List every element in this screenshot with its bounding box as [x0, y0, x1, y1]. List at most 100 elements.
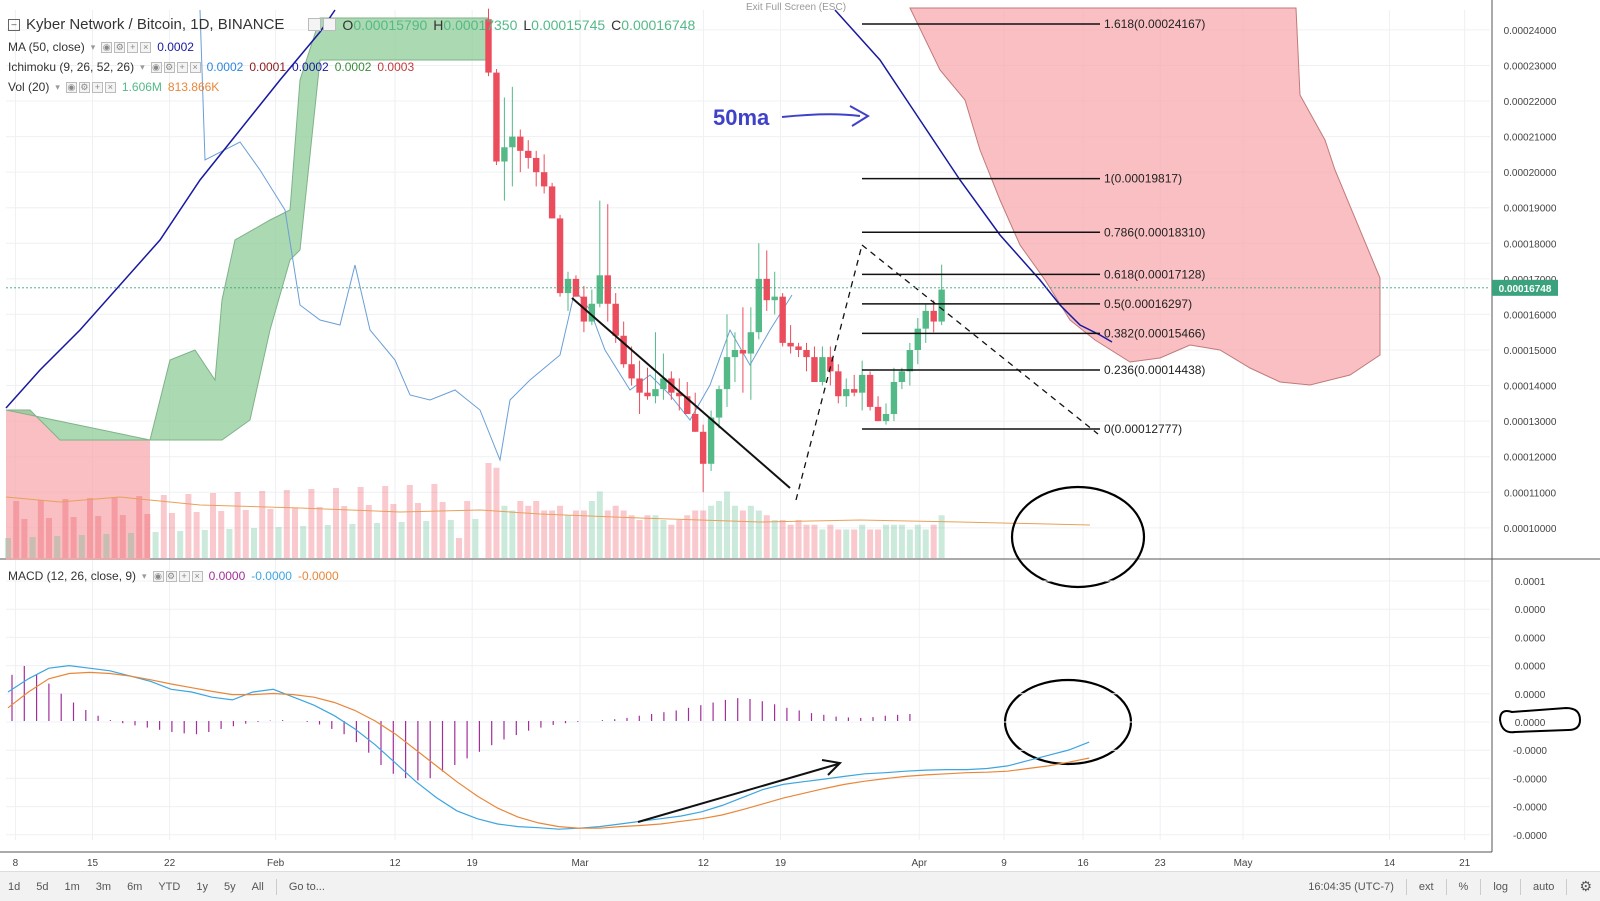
- x-tick-label: 8: [13, 858, 19, 869]
- legend-macd-controls[interactable]: ◉ ⚙ + ×: [152, 570, 203, 582]
- volume-bar: [572, 510, 579, 558]
- y-tick-label: 0.00014000: [1504, 382, 1557, 393]
- candle-body: [827, 357, 834, 372]
- volume-bar-left: [382, 486, 389, 558]
- range-1y-button[interactable]: 1y: [196, 880, 208, 893]
- ohlc-c-value: 0.00016748: [621, 16, 696, 33]
- chevron-down-icon[interactable]: ▾: [142, 570, 147, 581]
- candle-body: [533, 157, 540, 173]
- range-3m-button[interactable]: 3m: [95, 880, 112, 893]
- x-tick-label: 12: [698, 858, 710, 869]
- minus-square-icon[interactable]: –: [8, 18, 20, 31]
- range-5y-button[interactable]: 5y: [223, 880, 236, 893]
- legend-ma-controls[interactable]: ◉ ⚙ + ×: [101, 41, 152, 53]
- volume-bar-left: [218, 511, 225, 558]
- legend-vol-controls[interactable]: ◉ ⚙ + ×: [65, 81, 116, 93]
- ohlc-o-value: 0.00015790: [353, 16, 428, 33]
- volume-bar-left: [13, 501, 20, 558]
- candle-body: [493, 72, 500, 162]
- range-1m-button[interactable]: 1m: [64, 880, 80, 893]
- volume-bar: [747, 505, 754, 558]
- macd-y-tick-label: -0.0000: [1513, 746, 1547, 757]
- volume-bar-left: [119, 515, 126, 558]
- range-6m-button[interactable]: 6m: [127, 880, 143, 893]
- volume-bar: [930, 524, 937, 558]
- chevron-down-icon[interactable]: ▾: [90, 41, 96, 52]
- volume-bar: [668, 524, 675, 558]
- legend-ichimoku-v1: 0.0002: [206, 60, 244, 74]
- ma-annotation-arrow: [781, 113, 861, 118]
- range-1d-button[interactable]: 1d: [8, 880, 21, 893]
- range-5d-button[interactable]: 5d: [36, 880, 49, 893]
- volume-bar-left: [374, 523, 380, 558]
- volume-bar: [867, 529, 874, 558]
- legend-ichimoku-controls[interactable]: ◉ ⚙ + ×: [150, 61, 201, 73]
- volume-bar-left: [128, 533, 134, 558]
- candle-body: [692, 414, 699, 432]
- candle-body: [556, 218, 564, 294]
- auto-toggle[interactable]: auto: [1533, 880, 1555, 893]
- macd-y-tick-label: 0.0001: [1515, 577, 1546, 588]
- candle-body: [707, 417, 715, 464]
- volume-bar: [938, 515, 945, 558]
- x-tick-label: 15: [87, 858, 99, 869]
- legend-macd-v2: -0.0000: [251, 569, 292, 583]
- candle-body: [723, 357, 731, 390]
- chart-canvas[interactable]: 0.00010000 0.00011000 0.00012000 0.00013000…: [0, 0, 1600, 872]
- exit-fullscreen-button[interactable]: Exit Full Screen (ESC): [746, 2, 847, 13]
- legend-macd-v1: 0.0000: [208, 569, 246, 583]
- fib-level-label: 0.5(0.00016297): [1104, 297, 1192, 311]
- clock-display[interactable]: 16:04:35 (UTC-7): [1308, 880, 1394, 893]
- candle-body: [898, 371, 906, 383]
- chevron-down-icon[interactable]: ▾: [55, 81, 60, 92]
- x-tick-label: 19: [467, 858, 479, 869]
- volume-bar: [620, 510, 627, 558]
- ohlc-l-value: 0.00015745: [531, 16, 606, 33]
- volume-bar-left: [398, 522, 405, 558]
- candle-body: [906, 349, 914, 372]
- y-tick-label: 0.00013000: [1504, 417, 1557, 428]
- volume-bar: [898, 524, 905, 558]
- candle-body: [644, 392, 651, 397]
- goto-button[interactable]: Go to...: [288, 880, 325, 893]
- log-toggle[interactable]: log: [1493, 880, 1509, 893]
- candle-body: [851, 389, 858, 393]
- volume-bar-left: [456, 538, 462, 558]
- volume-bar: [708, 505, 715, 558]
- volume-bar: [819, 529, 826, 558]
- volume-bar: [565, 515, 571, 558]
- legend-ichimoku: Ichimoku (9, 26, 52, 26) ▾ ◉ ⚙ + × 0.0002 0.…: [8, 60, 414, 74]
- percent-toggle[interactable]: %: [1458, 880, 1469, 893]
- fib-level-label: 0.382(0.00015466): [1104, 326, 1205, 340]
- volume-bar-left: [390, 504, 397, 558]
- volume-bar-left: [324, 525, 331, 558]
- volume-bar-left: [333, 488, 339, 558]
- gear-icon[interactable]: ⚙: [1579, 878, 1592, 894]
- volume-bar-left: [341, 506, 348, 558]
- volume-bar: [525, 505, 532, 558]
- y-tick-label: 0.00022000: [1504, 97, 1557, 108]
- candle-body: [874, 406, 882, 422]
- legend-vol: Vol (20) ▾ ◉ ⚙ + × 1.606M 813.866K: [8, 80, 219, 94]
- legend-controls[interactable]: [308, 18, 337, 31]
- y-tick-label: 0.00020000: [1504, 168, 1557, 179]
- drawn-trendline: [571, 297, 791, 489]
- range-ytd-button[interactable]: YTD: [158, 880, 181, 893]
- volume-bar-left: [21, 519, 28, 558]
- candle-body: [771, 296, 778, 301]
- volume-bar-left: [152, 532, 159, 558]
- candle-body: [684, 396, 691, 415]
- candle-body: [787, 342, 794, 347]
- volume-bar-left: [447, 520, 454, 558]
- x-tick-label: 12: [390, 858, 402, 869]
- candle-body: [525, 150, 532, 158]
- volume-bar-left: [87, 498, 93, 558]
- candle-body: [755, 278, 762, 333]
- ext-toggle[interactable]: ext: [1418, 880, 1434, 893]
- macd-y-tick-label: 0.0000: [1515, 662, 1546, 673]
- candle-body: [620, 335, 627, 365]
- candle-body: [803, 349, 810, 358]
- chevron-down-icon[interactable]: ▾: [140, 61, 145, 72]
- range-all-button[interactable]: All: [251, 880, 264, 893]
- fib-level-label: 1(0.00019817): [1104, 172, 1182, 186]
